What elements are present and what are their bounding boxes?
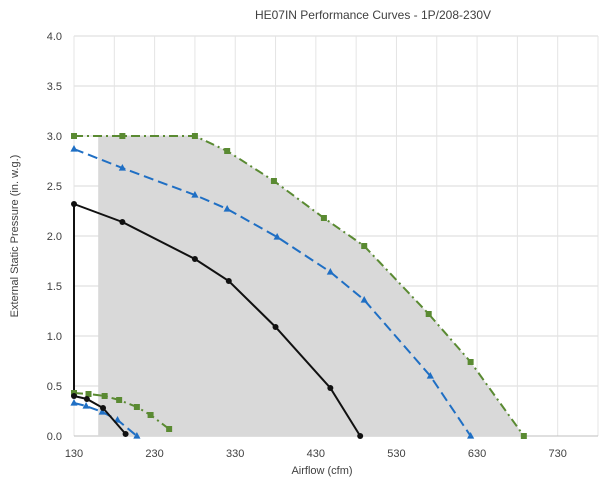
data-point bbox=[191, 191, 199, 198]
data-point bbox=[225, 278, 232, 284]
series-5 bbox=[71, 393, 129, 437]
data-point bbox=[70, 399, 78, 406]
y-tick-label: 1.0 bbox=[47, 331, 62, 343]
x-tick-label: 630 bbox=[468, 448, 486, 460]
x-tick-label: 330 bbox=[226, 448, 244, 460]
data-point bbox=[71, 133, 77, 139]
data-point bbox=[147, 412, 154, 418]
series-1 bbox=[70, 145, 475, 439]
x-tick-label: 530 bbox=[387, 448, 405, 460]
data-point bbox=[82, 402, 90, 409]
data-point bbox=[71, 393, 77, 399]
data-point bbox=[133, 432, 141, 439]
x-tick-label: 430 bbox=[307, 448, 325, 460]
data-point bbox=[270, 178, 277, 184]
data-point bbox=[119, 133, 126, 139]
data-point bbox=[273, 233, 281, 240]
data-point bbox=[98, 408, 106, 415]
data-point bbox=[191, 256, 198, 262]
series-line bbox=[73, 395, 127, 435]
x-tick-label: 730 bbox=[549, 448, 567, 460]
y-tick-labels: 0.0 0.5 1.0 1.5 2.0 2.5 3.0 3.5 4.0 bbox=[47, 31, 62, 443]
data-point bbox=[272, 324, 279, 330]
data-point bbox=[361, 243, 368, 249]
y-tick-label: 0.5 bbox=[47, 381, 62, 393]
y-tick-label: 2.0 bbox=[47, 231, 62, 243]
series-line bbox=[73, 148, 472, 437]
data-point bbox=[101, 393, 108, 399]
data-point bbox=[113, 416, 122, 423]
data-point bbox=[320, 215, 327, 221]
series-line bbox=[74, 135, 525, 437]
data-point bbox=[70, 145, 78, 152]
data-point bbox=[360, 296, 368, 303]
data-point bbox=[118, 164, 126, 171]
data-point bbox=[327, 385, 334, 391]
data-point bbox=[122, 431, 129, 437]
series-group bbox=[70, 133, 527, 439]
y-tick-label: 0.0 bbox=[47, 431, 62, 443]
x-tick-labels: 130 230 330 430 530 630 730 bbox=[65, 448, 567, 460]
data-point bbox=[166, 426, 173, 432]
data-point bbox=[426, 372, 434, 379]
series-4 bbox=[70, 399, 141, 439]
x-tick-label: 230 bbox=[145, 448, 163, 460]
y-tick-label: 1.5 bbox=[47, 281, 62, 293]
data-point bbox=[224, 148, 231, 154]
data-point bbox=[83, 396, 90, 402]
data-point bbox=[425, 311, 432, 317]
data-point bbox=[467, 359, 474, 365]
y-axis-title: External Static Pressure (in. w.g.) bbox=[9, 155, 21, 318]
data-point bbox=[467, 432, 475, 439]
y-tick-label: 3.5 bbox=[47, 81, 62, 93]
data-point bbox=[326, 268, 334, 275]
data-point bbox=[357, 433, 364, 439]
chart-title: HE07IN Performance Curves - 1P/208-230V bbox=[255, 8, 491, 22]
series-2 bbox=[71, 201, 364, 439]
x-tick-label: 130 bbox=[65, 448, 83, 460]
data-point bbox=[85, 391, 92, 397]
series-0 bbox=[71, 133, 527, 439]
x-axis-title: Airflow (cfm) bbox=[291, 465, 352, 477]
data-point bbox=[191, 133, 198, 139]
y-tick-label: 2.5 bbox=[47, 181, 62, 193]
data-point bbox=[133, 404, 140, 410]
y-tick-label: 4.0 bbox=[47, 31, 62, 43]
data-point bbox=[100, 405, 107, 411]
data-point bbox=[223, 205, 231, 212]
series-line bbox=[73, 402, 138, 437]
data-point bbox=[119, 219, 126, 225]
y-tick-label: 3.0 bbox=[47, 131, 62, 143]
data-point bbox=[71, 201, 77, 207]
data-point bbox=[520, 433, 527, 439]
data-point bbox=[116, 397, 123, 403]
